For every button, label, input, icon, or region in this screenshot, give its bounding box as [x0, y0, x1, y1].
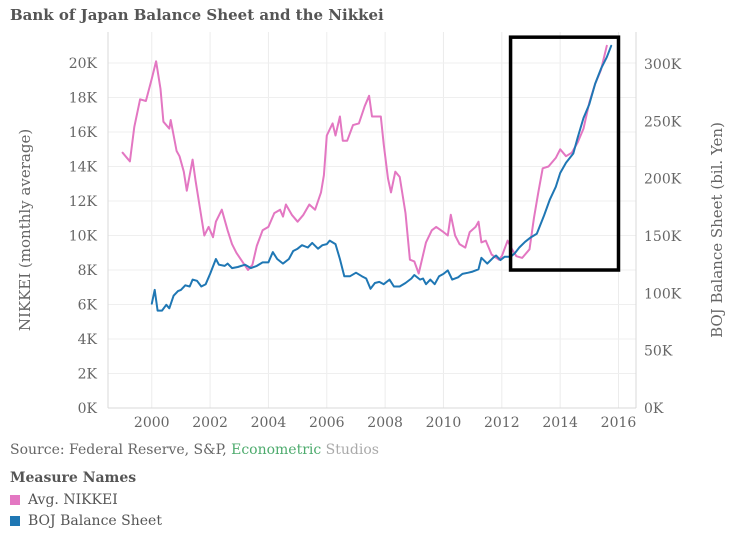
x-tick-label: 2004 — [251, 415, 287, 431]
source-prefix: Source: Federal Reserve, S&P, — [10, 442, 232, 458]
source-brand-grey: Studios — [321, 442, 379, 458]
chart-title: Bank of Japan Balance Sheet and the Nikk… — [10, 6, 384, 24]
y-left-tick-label: 6K — [78, 298, 98, 314]
x-tick-label: 2010 — [426, 415, 462, 431]
legend-swatch-nikkei — [10, 494, 20, 505]
y-right-tick-label: 50K — [644, 344, 673, 360]
y-left-tick-label: 10K — [69, 229, 98, 245]
x-tick-label: 2000 — [134, 415, 170, 431]
y-left-tick-label: 2K — [78, 367, 98, 383]
y-left-tick-label: 14K — [69, 160, 98, 176]
x-tick-label: 2008 — [367, 415, 403, 431]
legend-item-boj[interactable]: BOJ Balance Sheet — [10, 510, 162, 531]
y-left-tick-label: 18K — [69, 91, 98, 107]
source-brand-green: Econometric — [231, 442, 322, 458]
x-tick-label: 2014 — [542, 415, 578, 431]
highlight-box — [508, 35, 621, 272]
y-left-tick-label: 8K — [78, 263, 98, 279]
legend-title: Measure Names — [10, 470, 137, 486]
axes: 2000 2002 2004 2006 2008 2010 2012 2014 2016 0K 2K… — [16, 32, 726, 431]
gridlines — [108, 32, 636, 409]
y-right-tick-label: 200K — [644, 172, 682, 188]
legend-item-nikkei[interactable]: Avg. NIKKEI — [10, 489, 162, 510]
y-right-tick-label: 0K — [644, 401, 664, 417]
y-left-tick-label: 0K — [78, 401, 98, 417]
legend-label-nikkei: Avg. NIKKEI — [28, 491, 118, 508]
x-tick-label: 2006 — [309, 415, 345, 431]
y-left-tick-label: 16K — [69, 125, 98, 141]
y-right-tick-label: 250K — [644, 114, 682, 130]
y-right-tick-label: 150K — [644, 229, 682, 245]
x-tick-label: 2012 — [484, 415, 520, 431]
legend: Measure Names Avg. NIKKEI BOJ Balance Sh… — [10, 470, 162, 531]
series-line-boj — [150, 44, 613, 312]
source-note: Source: Federal Reserve, S&P, Econometri… — [10, 442, 379, 458]
y-left-tick-label: 20K — [69, 56, 98, 72]
x-tick-label: 2002 — [192, 415, 228, 431]
y-right-tick-label: 300K — [644, 57, 682, 73]
chart-canvas: 2000 2002 2004 2006 2008 2010 2012 2014 2016 0K 2K… — [16, 32, 726, 431]
y-right-axis-title: BOJ Balance Sheet (bil. Yen) — [708, 122, 726, 338]
y-right-tick-label: 100K — [644, 286, 682, 302]
y-left-tick-label: 4K — [78, 332, 98, 348]
x-tick-label: 2016 — [601, 415, 637, 431]
highlight-layer — [508, 35, 621, 272]
legend-swatch-boj — [10, 515, 20, 526]
series-lines — [121, 44, 613, 312]
y-left-tick-label: 12K — [69, 194, 98, 210]
series-line-nikkei — [121, 44, 608, 275]
legend-label-boj: BOJ Balance Sheet — [28, 512, 162, 529]
y-left-axis-title: NIKKEI (monthly average) — [16, 129, 34, 331]
